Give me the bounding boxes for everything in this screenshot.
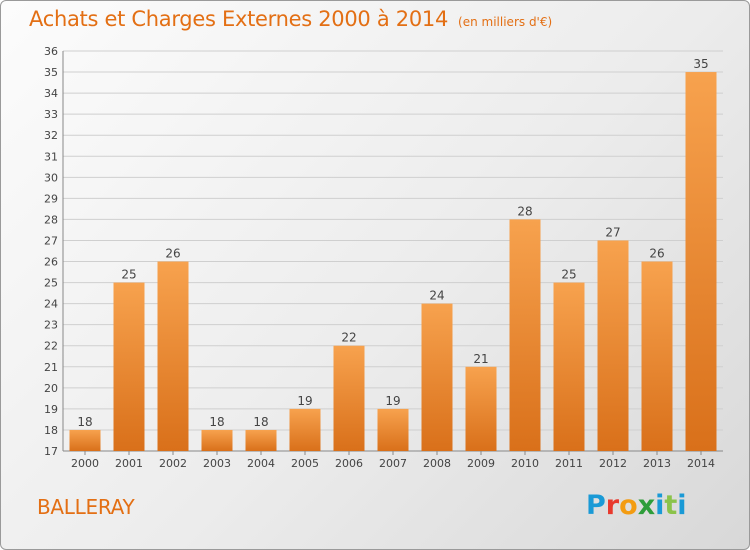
x-tick-label: 2002 — [159, 457, 187, 470]
bar — [245, 429, 277, 451]
bar — [289, 408, 321, 451]
y-tick-label: 28 — [44, 213, 58, 226]
bar — [157, 261, 189, 451]
bar — [421, 303, 453, 451]
logo-letter: t — [664, 490, 678, 521]
logo-letter: i — [655, 490, 665, 521]
data-label: 25 — [561, 268, 576, 282]
logo-letter: r — [605, 490, 620, 521]
x-tick-label: 2014 — [687, 457, 715, 470]
x-tick-label: 2000 — [71, 457, 99, 470]
data-label: 18 — [209, 415, 224, 429]
bar — [553, 282, 585, 451]
x-tick-label: 2011 — [555, 457, 583, 470]
commune-name: BALLERAY — [37, 495, 135, 519]
x-tick-label: 2010 — [511, 457, 539, 470]
chart-unit: (en milliers d'€) — [458, 15, 553, 29]
bar — [509, 219, 541, 451]
data-label: 35 — [693, 57, 708, 71]
x-tick-label: 2005 — [291, 457, 319, 470]
y-tick-label: 30 — [44, 171, 58, 184]
y-tick-label: 35 — [44, 66, 58, 79]
data-label: 19 — [385, 394, 400, 408]
x-tick-label: 2009 — [467, 457, 495, 470]
data-label: 26 — [649, 247, 664, 261]
bar — [201, 429, 233, 451]
logo-letter: P — [586, 490, 606, 521]
bar — [69, 429, 101, 451]
bar — [685, 72, 717, 451]
data-label: 24 — [429, 289, 444, 303]
y-tick-label: 23 — [44, 319, 58, 332]
x-tick-label: 2004 — [247, 457, 275, 470]
data-label: 19 — [297, 394, 312, 408]
bar — [465, 366, 497, 451]
y-tick-label: 34 — [44, 87, 58, 100]
y-tick-label: 20 — [44, 382, 58, 395]
bars — [69, 72, 717, 451]
bar — [333, 345, 365, 451]
y-tick-label: 25 — [44, 277, 58, 290]
data-label: 21 — [473, 352, 488, 366]
x-tick-label: 2008 — [423, 457, 451, 470]
x-tick-label: 2006 — [335, 457, 363, 470]
data-label: 18 — [77, 415, 92, 429]
data-label: 25 — [121, 268, 136, 282]
data-label: 27 — [605, 225, 620, 239]
y-tick-label: 31 — [44, 150, 58, 163]
y-tick-label: 24 — [44, 298, 58, 311]
x-tick-label: 2013 — [643, 457, 671, 470]
x-tick-label: 2003 — [203, 457, 231, 470]
y-tick-label: 33 — [44, 108, 58, 121]
labels: 18 25 26 18 18 19 22 19 24 21 28 25 27 26 35 — [77, 57, 708, 429]
data-label: 22 — [341, 331, 356, 345]
bar — [113, 282, 145, 451]
logo-letter: i — [677, 490, 687, 521]
y-tick-label: 17 — [44, 445, 58, 458]
data-label: 28 — [517, 204, 532, 218]
y-tick-label: 36 — [44, 45, 58, 58]
logo-letter: o — [619, 490, 638, 521]
x-tick-label: 2012 — [599, 457, 627, 470]
data-label: 26 — [165, 247, 180, 261]
y-tick-label: 26 — [44, 256, 58, 269]
y-tick-label: 21 — [44, 361, 58, 374]
y-tick-label: 18 — [44, 424, 58, 437]
y-tick-label: 27 — [44, 234, 58, 247]
x-tick-label: 2001 — [115, 457, 143, 470]
y-tick-label: 22 — [44, 340, 58, 353]
bar — [377, 408, 409, 451]
x-tick-label: 2007 — [379, 457, 407, 470]
y-tick-label: 32 — [44, 129, 58, 142]
chart-title: Achats et Charges Externes 2000 à 2014 (e… — [29, 7, 552, 31]
data-label: 18 — [253, 415, 268, 429]
y-tick-label: 19 — [44, 403, 58, 416]
chart-title-text: Achats et Charges Externes 2000 à 2014 — [29, 7, 449, 31]
proxiti-logo[interactable]: Proxiti — [586, 490, 687, 521]
bar — [597, 240, 629, 451]
bar — [641, 261, 673, 451]
logo-letter: x — [637, 490, 656, 521]
y-tick-label: 29 — [44, 192, 58, 205]
